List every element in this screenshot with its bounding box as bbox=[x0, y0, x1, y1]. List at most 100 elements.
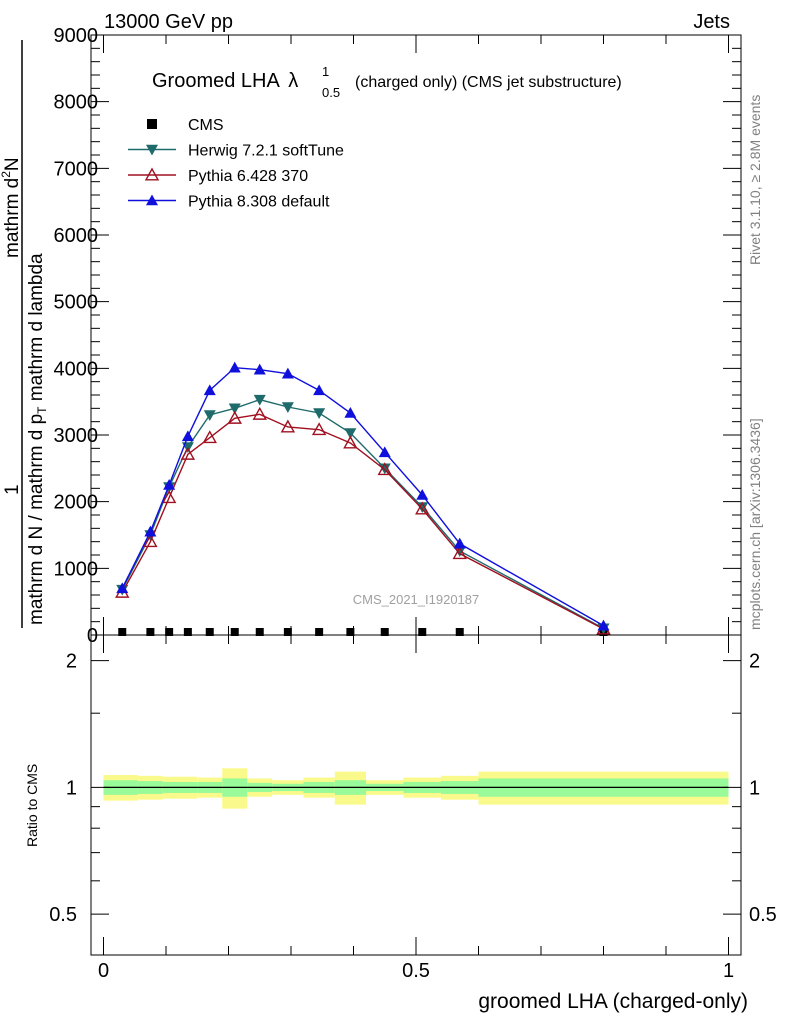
header-energy: 13000 GeV pp bbox=[104, 11, 233, 33]
x-tick-label: 1 bbox=[723, 960, 734, 982]
upper-tick-label: 7000 bbox=[54, 158, 99, 180]
data-point-series-2 bbox=[311, 422, 327, 436]
data-point-series-0 bbox=[205, 628, 214, 636]
data-point-series-3 bbox=[597, 619, 610, 631]
data-point-series-2 bbox=[180, 446, 196, 460]
svg-text:Ratio to CMS: Ratio to CMS bbox=[24, 764, 40, 847]
data-point-series-0 bbox=[230, 628, 239, 636]
svg-text:mcplots.cern.ch [arXiv:1306.34: mcplots.cern.ch [arXiv:1306.3436] bbox=[747, 418, 763, 630]
upper-tick-label: 4000 bbox=[54, 358, 99, 380]
lower-tick-label: 1 bbox=[66, 777, 77, 799]
data-point-series-2 bbox=[161, 490, 177, 504]
upper-tick-label: 9000 bbox=[54, 25, 99, 47]
upper-tick-label: 6000 bbox=[54, 225, 99, 247]
lower-tick-label-right: 0.5 bbox=[749, 904, 777, 926]
data-point-series-2 bbox=[280, 419, 296, 433]
svg-text:Rivet 3.1.10, ≥ 2.8M events: Rivet 3.1.10, ≥ 2.8M events bbox=[747, 95, 763, 265]
legend-label: Pythia 6.428 370 bbox=[188, 168, 308, 185]
data-point-series-3 bbox=[344, 407, 357, 418]
data-point-series-1 bbox=[253, 394, 266, 406]
legend-label: Herwig 7.2.1 softTune bbox=[188, 143, 344, 160]
data-point-series-0 bbox=[455, 628, 464, 636]
data-point-series-3 bbox=[228, 361, 241, 373]
legend-marker bbox=[146, 194, 158, 206]
lower-tick-label-right: 2 bbox=[749, 651, 760, 673]
data-point-series-0 bbox=[346, 628, 355, 636]
data-point-series-1 bbox=[313, 408, 326, 419]
upper-ylabel: mathrm d N / mathrm d pT mathrm d lambda bbox=[26, 253, 49, 625]
rivet-version-text: Rivet 3.1.10, ≥ 2.8M events bbox=[747, 95, 763, 265]
upper-y-ticks: 0 1000 2000 3000 4000 5000 6000 7000 8000 9000 bbox=[54, 25, 741, 647]
legend-label: Pythia 8.308 default bbox=[188, 194, 330, 211]
data-point-series-0 bbox=[183, 628, 192, 636]
lower-ylabel: Ratio to CMS bbox=[24, 764, 40, 847]
upper-tick-label: 0 bbox=[87, 625, 98, 647]
data-point-series-0 bbox=[255, 628, 264, 636]
data-point-series-2 bbox=[252, 406, 267, 420]
data-point-series-2 bbox=[227, 410, 242, 424]
data-point-series-0 bbox=[146, 628, 155, 636]
ylabel-one: 1 bbox=[2, 484, 23, 495]
data-point-series-0 bbox=[118, 628, 127, 636]
series-line-3 bbox=[121, 366, 604, 627]
header-jets: Jets bbox=[693, 11, 730, 33]
data-point-series-3 bbox=[313, 384, 326, 396]
data-point-series-2 bbox=[415, 501, 430, 515]
upper-tick-label: 1000 bbox=[54, 558, 99, 580]
legend: CMS Herwig 7.2.1 softTune Pythia 6.428 370… bbox=[128, 117, 344, 211]
lower-tick-label: 0.5 bbox=[49, 904, 77, 926]
data-point-series-0 bbox=[315, 628, 324, 636]
legend-marker bbox=[144, 167, 160, 181]
x-ticks: 0 0.5 1 bbox=[98, 35, 734, 982]
series-line-2 bbox=[121, 413, 604, 630]
upper-tick-label: 3000 bbox=[54, 425, 99, 447]
data-point-series-1 bbox=[453, 546, 466, 557]
data-point-series-3 bbox=[453, 537, 466, 549]
data-point-series-3 bbox=[144, 525, 157, 537]
data-point-series-1 bbox=[228, 403, 241, 415]
data-point-series-0 bbox=[283, 628, 292, 636]
data-point-series-1 bbox=[281, 402, 294, 413]
lower-y-ticks: 0.5 0.5 1 1 2 2 bbox=[49, 651, 777, 927]
ylabel-numerator: mathrm d2N bbox=[0, 157, 23, 258]
legend-marker bbox=[146, 144, 158, 156]
x-axis-label: groomed LHA (charged-only) bbox=[478, 990, 748, 1013]
data-point-series-3 bbox=[116, 582, 129, 594]
data-point-series-2 bbox=[202, 430, 217, 444]
data-point-series-3 bbox=[416, 489, 429, 500]
upper-tick-label: 8000 bbox=[54, 92, 99, 114]
svg-text:mathrm d2N: mathrm d2N bbox=[0, 157, 23, 258]
series-layer bbox=[115, 361, 611, 636]
data-point-series-2 bbox=[143, 534, 158, 548]
lower-tick-label: 2 bbox=[66, 651, 77, 673]
data-point-series-3 bbox=[281, 367, 294, 379]
upper-tick-label: 2000 bbox=[54, 492, 99, 514]
ratio-bands bbox=[103, 768, 729, 809]
upper-tick-label: 5000 bbox=[54, 292, 99, 314]
data-point-series-2 bbox=[343, 435, 358, 449]
series-line-1 bbox=[121, 398, 604, 629]
lower-tick-label-right: 1 bbox=[749, 777, 760, 799]
title-superscript: 1 bbox=[322, 64, 329, 79]
plot-title: Groomed LHA λ bbox=[152, 70, 298, 92]
x-tick-label: 0 bbox=[98, 960, 109, 982]
legend-label: CMS bbox=[188, 117, 224, 134]
legend-marker bbox=[147, 119, 157, 129]
mcplots-text: mcplots.cern.ch [arXiv:1306.3436] bbox=[747, 418, 763, 630]
x-tick-label: 0.5 bbox=[402, 960, 430, 982]
data-point-series-0 bbox=[418, 628, 427, 636]
analysis-watermark: CMS_2021_I1920187 bbox=[353, 592, 480, 607]
data-point-series-2 bbox=[452, 546, 467, 560]
title-suffix: (charged only) (CMS jet substructure) bbox=[355, 74, 622, 91]
data-point-series-1 bbox=[203, 410, 216, 421]
data-point-series-3 bbox=[203, 384, 216, 396]
svg-text:1: 1 bbox=[2, 484, 23, 495]
ylabel-denominator: mathrm d N / mathrm d pT mathrm d lambda bbox=[26, 253, 49, 625]
data-point-series-0 bbox=[165, 628, 174, 636]
data-point-series-3 bbox=[253, 363, 266, 375]
data-point-series-3 bbox=[181, 430, 194, 442]
title-subscript: 0.5 bbox=[322, 85, 340, 100]
data-point-series-3 bbox=[163, 479, 176, 490]
data-point-series-2 bbox=[377, 462, 392, 476]
